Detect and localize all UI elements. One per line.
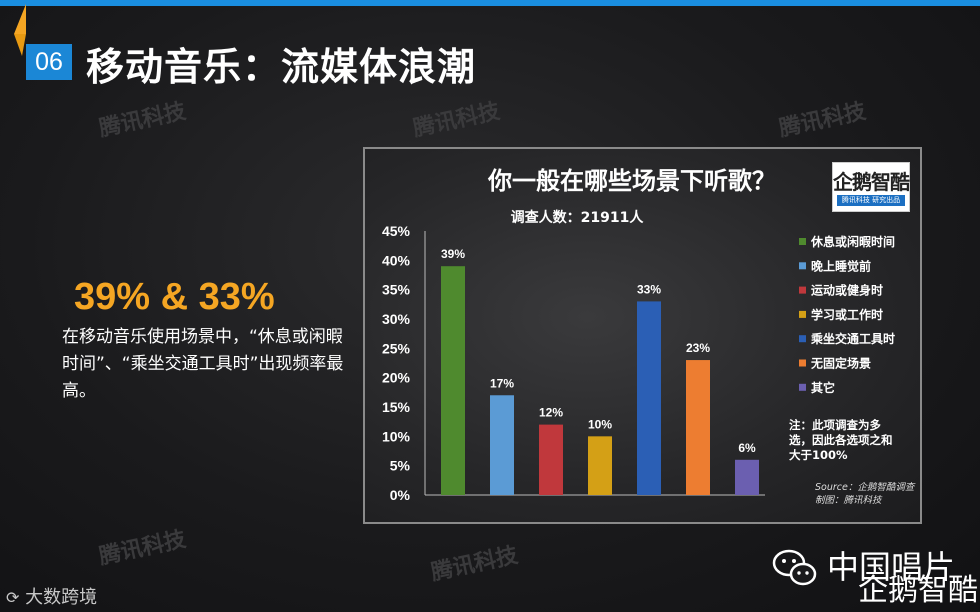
logo-name: 企鹅智酷: [833, 170, 910, 194]
bottom-right-watermark-sub: 企鹅智酷: [858, 573, 978, 608]
y-tick-label: 45%: [382, 223, 411, 239]
y-tick-label: 15%: [382, 399, 411, 415]
bar-7: [735, 459, 759, 495]
y-tick-label: 30%: [382, 311, 411, 327]
background-watermark: 腾讯科技: [428, 543, 521, 586]
bar-value-label: 23%: [686, 341, 710, 355]
bar-3: [539, 424, 563, 495]
logo-tagline: 腾讯科技 研究出品: [837, 195, 905, 206]
wechat-icon: [772, 549, 817, 586]
legend-swatch: [799, 286, 806, 294]
qie-zhiku-logo: 企鹅智酷 腾讯科技 研究出品: [832, 162, 910, 212]
bar-value-label: 10%: [588, 417, 612, 431]
dashu-logo-icon: ⟳: [6, 588, 20, 607]
chart-source: 制图：腾讯科技: [815, 495, 883, 506]
section-number-badge: 06: [26, 44, 72, 80]
bar-value-label: 12%: [539, 406, 563, 420]
legend-label: 休息或闲暇时间: [810, 234, 895, 249]
background-watermark: 腾讯科技: [776, 99, 869, 142]
bar-value-label: 39%: [441, 247, 465, 261]
legend-swatch: [799, 359, 806, 367]
legend-label: 运动或健身时: [811, 283, 883, 298]
legend-label: 无固定场景: [810, 356, 871, 371]
bar-4: [588, 436, 612, 495]
legend-label: 其它: [811, 380, 835, 395]
bar-6: [686, 360, 710, 495]
bottom-left-watermark: ⟳ 大数跨境: [6, 583, 97, 609]
y-tick-label: 5%: [390, 458, 411, 474]
y-tick-label: 25%: [382, 340, 411, 356]
legend-swatch: [799, 335, 806, 343]
background-watermark: 腾讯科技: [96, 99, 189, 142]
chart-note: 注：此项调查为多: [789, 418, 881, 432]
legend-swatch: [799, 383, 806, 391]
bottom-left-watermark-text: 大数跨境: [25, 587, 98, 608]
bar-chart: 你一般在哪些场景下听歌？ 调查人数：21911人 0% 5% 10% 15% 20% 25% 3…: [382, 167, 916, 506]
corner-decoration-icon: [14, 4, 26, 56]
y-tick-label: 40%: [382, 252, 411, 268]
chart-subtitle: 调查人数：21911人: [511, 209, 645, 226]
bar-value-label: 33%: [637, 282, 661, 296]
chart-note: 选，因此各选项之和: [789, 433, 893, 447]
page-title: 移动音乐：流媒体浪潮: [86, 45, 477, 89]
legend-label: 乘坐交通工具时: [810, 331, 895, 346]
bar-1: [441, 266, 465, 495]
y-tick-label: 0%: [390, 487, 411, 503]
bottom-right-watermark: 中国唱片: [827, 548, 956, 586]
chart-source: Source：企鹅智酷调查: [815, 481, 916, 493]
chart-panel: 你一般在哪些场景下听歌？ 调查人数：21911人 0% 5% 10% 15% 20% 25% 3…: [363, 147, 922, 524]
legend-label: 学习或工作时: [811, 307, 883, 322]
bar-5: [637, 301, 661, 495]
y-tick-label: 10%: [382, 428, 411, 444]
chart-title: 你一般在哪些场景下听歌？: [487, 167, 776, 195]
bar-value-label: 17%: [490, 376, 514, 390]
y-tick-label: 20%: [382, 370, 411, 386]
legend-label: 晚上睡觉前: [811, 258, 871, 273]
bar-2: [490, 395, 514, 495]
background-watermark: 腾讯科技: [96, 527, 189, 570]
y-tick-label: 35%: [382, 282, 411, 298]
legend-swatch: [799, 262, 806, 270]
summary-description: 在移动音乐使用场景中，“休息或闲暇时间”、“乘坐交通工具时”出现频率最高。: [62, 327, 344, 401]
legend-swatch: [799, 238, 806, 245]
legend-swatch: [799, 310, 806, 318]
background-watermark: 腾讯科技: [410, 99, 503, 142]
top-accent-bar: [0, 0, 980, 6]
bar-value-label: 6%: [738, 441, 756, 455]
chart-note: 大于100%: [789, 448, 848, 462]
highlight-percentages: 39% & 33%: [74, 276, 275, 318]
